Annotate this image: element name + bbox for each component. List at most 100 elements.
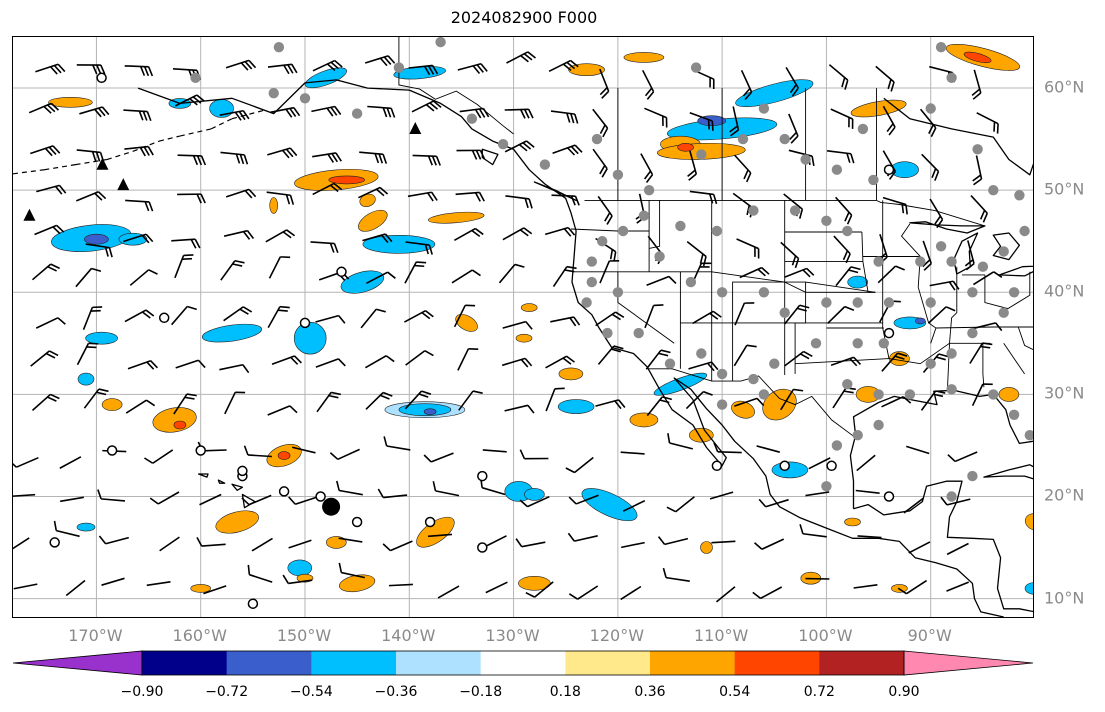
contour-region: [362, 235, 436, 254]
wind-barb: [60, 496, 84, 503]
wind-barb: [366, 271, 396, 285]
wind-barb: [336, 480, 363, 496]
wind-barb: [709, 491, 734, 500]
us-state-border: [784, 281, 876, 293]
wind-barb: [877, 265, 905, 284]
wind-barb: [428, 533, 453, 538]
contour-region: [190, 584, 211, 593]
lon-label: 150°W: [276, 626, 332, 645]
contour-region: [152, 407, 197, 433]
wind-barb: [270, 106, 301, 118]
wind-barb: [75, 191, 107, 202]
wind-barb: [316, 391, 341, 413]
grey-station-marker: [977, 261, 989, 272]
wind-barb: [689, 190, 718, 205]
grey-station-marker: [946, 72, 957, 83]
grey-station-marker: [967, 327, 978, 339]
map-frame[interactable]: [12, 36, 1034, 618]
grey-station-marker: [868, 174, 879, 186]
wind-barb: [171, 238, 201, 249]
wind-barb: [149, 491, 180, 505]
grey-station-marker: [1008, 287, 1020, 298]
colorbar-segment: [734, 651, 820, 675]
wind-barb: [964, 240, 975, 271]
contour-region: [771, 461, 809, 479]
grey-station-marker: [737, 133, 749, 145]
wind-barb: [485, 581, 508, 594]
grey-station-marker: [946, 348, 957, 359]
gulf-coastline: [849, 389, 1033, 509]
wind-barb: [451, 269, 481, 284]
wind-barb: [734, 397, 765, 407]
colorbar-tick-label: −0.72: [205, 684, 249, 700]
wind-barb: [734, 302, 755, 326]
contour-region: [688, 427, 714, 443]
grey-station-marker: [831, 164, 843, 175]
contour-region: [340, 270, 385, 294]
lon-label: 160°W: [172, 626, 227, 645]
wind-barb: [595, 311, 625, 327]
wind-barb: [405, 350, 434, 366]
grey-station-marker: [810, 338, 822, 349]
wind-barb: [31, 263, 60, 281]
colorbar-tick-label: 0.54: [719, 684, 751, 700]
wind-barb: [544, 226, 576, 237]
wind-barb: [920, 390, 946, 411]
wind-barb: [13, 493, 36, 498]
map-canvas[interactable]: [13, 37, 1034, 618]
lat-label: 40°N: [1044, 281, 1085, 301]
wind-barb: [780, 388, 804, 411]
grey-station-marker: [789, 205, 801, 216]
hawaii-island: [231, 483, 244, 491]
grey-station-marker: [273, 42, 285, 53]
wind-barb: [411, 100, 442, 113]
wind-barb: [882, 105, 896, 136]
grey-station-marker: [842, 379, 853, 390]
bc-island: [533, 181, 577, 202]
wind-barb: [338, 562, 365, 579]
lat-label: 20°N: [1044, 485, 1085, 505]
grey-station-marker: [935, 241, 947, 252]
wind-barb: [692, 310, 722, 325]
grey-station-marker: [435, 37, 446, 48]
wind-barb: [830, 108, 854, 129]
wind-barb: [456, 149, 486, 160]
wind-barb: [752, 586, 783, 600]
grey-station-marker: [617, 225, 629, 237]
wind-barb: [360, 308, 386, 329]
wind-barb: [174, 254, 194, 279]
grey-station-marker: [612, 287, 624, 298]
wind-barb: [311, 105, 342, 117]
wind-barb: [711, 540, 736, 544]
colorbar-tick-label: 0.90: [888, 684, 920, 700]
grey-station-marker: [675, 220, 686, 232]
colorbar-tick-label: 0.72: [803, 684, 835, 700]
wind-barb: [175, 359, 206, 369]
wind-barb: [388, 583, 413, 587]
wind-barb: [903, 497, 924, 514]
wind-barb: [315, 358, 346, 368]
wind-barb: [251, 537, 273, 552]
open-station-marker: [336, 266, 347, 278]
wind-barb: [947, 451, 978, 463]
grey-station-marker: [586, 276, 597, 288]
wind-barb: [82, 306, 103, 330]
wind-barb: [458, 390, 483, 411]
wind-barb: [597, 195, 613, 225]
us-state-border: [1017, 326, 1033, 351]
wind-barb: [808, 457, 831, 470]
wind-barb: [76, 342, 99, 366]
contour-region: [700, 541, 713, 554]
open-station-marker: [826, 460, 837, 472]
wind-barb: [98, 535, 130, 545]
grey-station-marker: [690, 62, 702, 73]
contour-region: [85, 331, 118, 345]
wind-barb: [688, 361, 719, 372]
open-station-marker: [247, 598, 259, 609]
wind-barb: [359, 151, 388, 164]
contour-region: [1024, 513, 1033, 531]
open-station-marker: [711, 460, 723, 472]
wind-barb: [597, 345, 624, 365]
grey-station-marker: [821, 215, 832, 226]
wind-barb: [35, 63, 66, 75]
